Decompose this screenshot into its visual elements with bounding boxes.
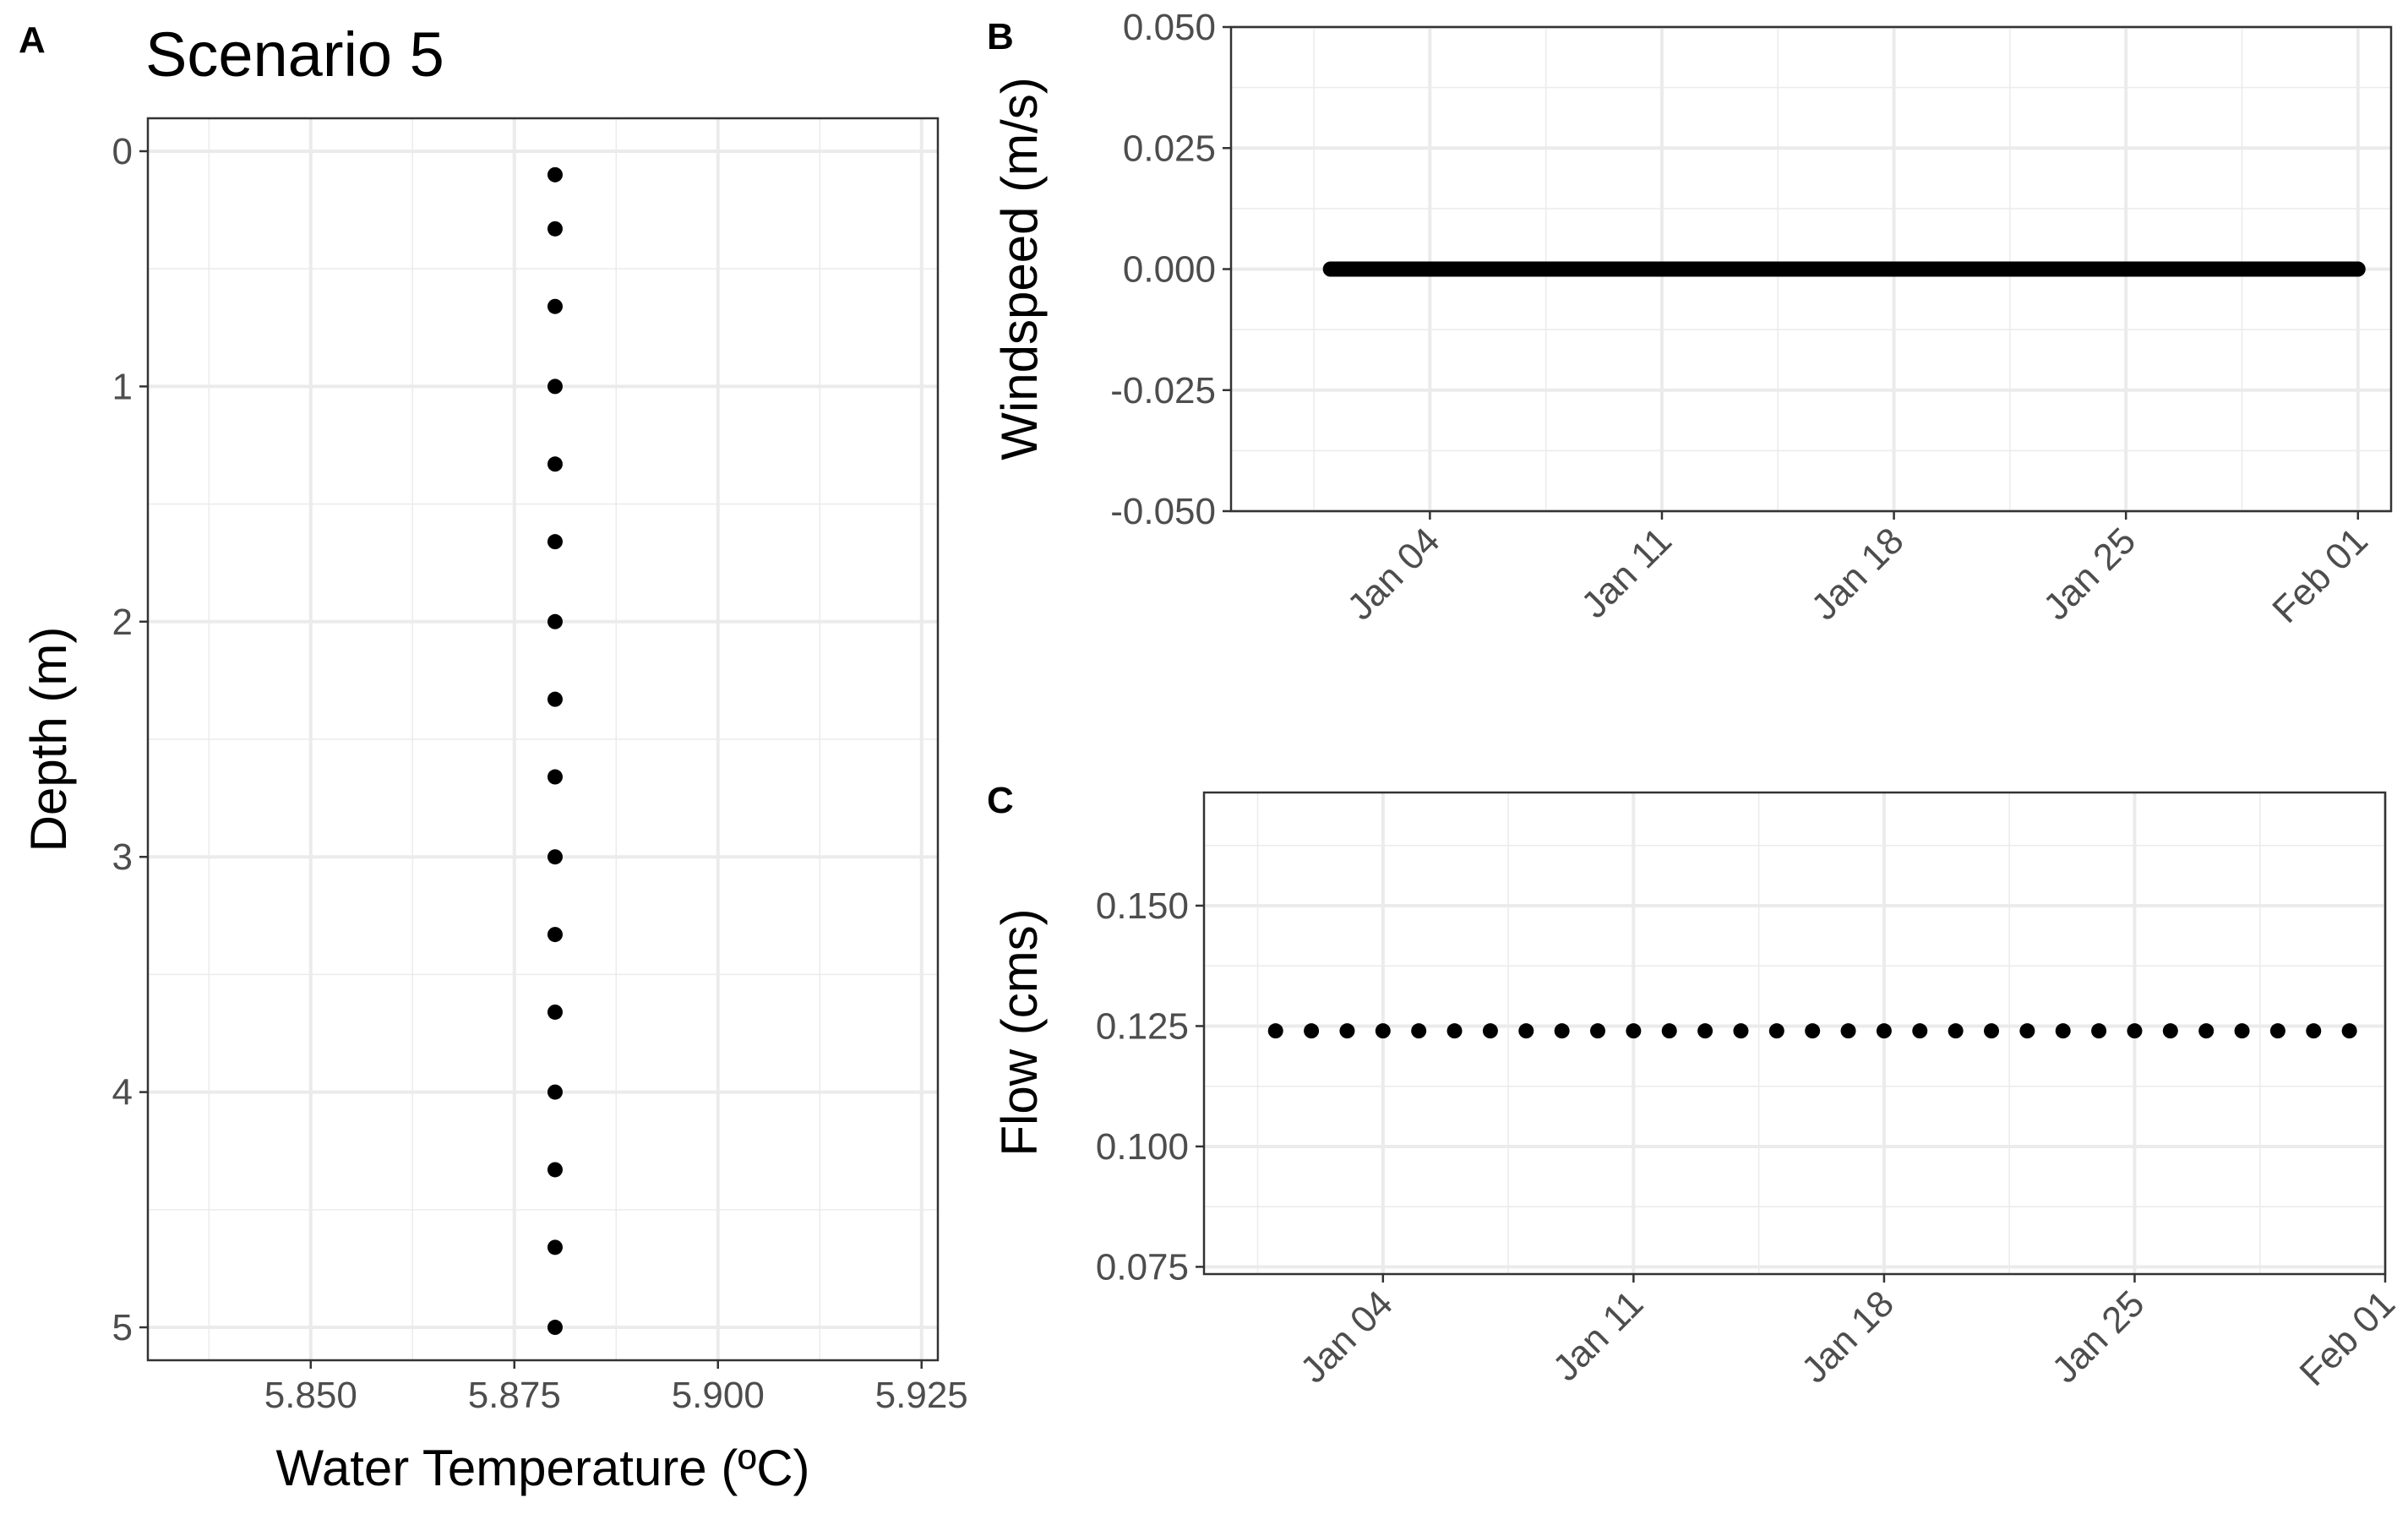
panel-a-ticks: 5.850 5.875 5.900 5.925 0 1 2 3 4 5 bbox=[112, 131, 968, 1416]
data-point bbox=[2198, 1023, 2215, 1039]
y-tick-label: 0.075 bbox=[1096, 1246, 1189, 1288]
data-point bbox=[547, 849, 563, 865]
data-point bbox=[1339, 1023, 1355, 1039]
panel-a-y-label: Depth (m) bbox=[20, 627, 77, 852]
y-tick-label: 0 bbox=[112, 131, 133, 172]
y-tick-label: 0.025 bbox=[1123, 128, 1216, 169]
y-tick-label: 5 bbox=[112, 1307, 133, 1348]
data-point bbox=[547, 298, 563, 314]
data-point bbox=[547, 769, 563, 785]
data-point bbox=[2162, 1023, 2178, 1039]
y-tick-label: 0.100 bbox=[1096, 1126, 1189, 1168]
x-tick-label: 5.850 bbox=[264, 1375, 357, 1416]
data-point bbox=[2350, 261, 2366, 277]
data-point bbox=[1590, 1023, 1605, 1039]
data-point bbox=[547, 613, 563, 629]
data-point bbox=[547, 1320, 563, 1336]
panel-c-y-label: Flow (cms) bbox=[991, 908, 1048, 1156]
y-tick-label: 0.000 bbox=[1123, 249, 1216, 291]
data-point bbox=[547, 1239, 563, 1255]
data-point bbox=[2055, 1023, 2071, 1039]
data-point bbox=[1482, 1023, 1498, 1039]
x-tick-label: 5.875 bbox=[468, 1375, 561, 1416]
data-point bbox=[547, 1084, 563, 1100]
panel-b-y-label: Windspeed (m/s) bbox=[991, 77, 1048, 460]
panel-a: A Scenario 5 5.850 5.875 5.900 5.925012345 … bbox=[19, 19, 968, 1496]
y-tick-label: -0.025 bbox=[1110, 370, 1216, 411]
x-tick-label: 5.900 bbox=[672, 1375, 765, 1416]
panel-b-tag: B bbox=[987, 16, 1014, 57]
panel-c-points bbox=[1267, 1023, 2357, 1039]
y-tick-label: -0.050 bbox=[1110, 491, 1216, 532]
data-point bbox=[1805, 1023, 1821, 1039]
data-point bbox=[1446, 1023, 1463, 1039]
panel-c-frame bbox=[1202, 791, 2387, 1276]
y-tick-label: 0.050 bbox=[1123, 7, 1216, 48]
y-tick-label: 4 bbox=[112, 1072, 133, 1114]
data-point bbox=[1411, 1023, 1427, 1039]
data-point bbox=[1554, 1023, 1570, 1039]
data-point bbox=[1912, 1023, 1928, 1039]
data-point bbox=[1626, 1023, 1642, 1039]
y-tick-label: 0.125 bbox=[1096, 1005, 1189, 1047]
panel-b: B Jan 04 Jan 11 Jan 18 Jan 25 Feb 010.0500.0… bbox=[987, 7, 2393, 631]
data-point bbox=[547, 534, 563, 550]
data-point bbox=[547, 166, 563, 182]
data-point bbox=[1661, 1023, 1677, 1039]
data-point bbox=[547, 221, 563, 237]
panel-a-tag: A bbox=[19, 19, 46, 61]
data-point bbox=[2341, 1023, 2357, 1039]
data-point bbox=[547, 691, 563, 707]
y-tick-label: 0.150 bbox=[1096, 885, 1189, 927]
data-point bbox=[2306, 1023, 2322, 1039]
panel-c-grid bbox=[1204, 792, 2387, 1274]
data-point bbox=[1267, 1023, 1283, 1039]
data-point bbox=[547, 379, 563, 395]
data-point bbox=[1840, 1023, 1856, 1039]
panel-a-title: Scenario 5 bbox=[145, 19, 444, 90]
x-tick-label: 5.925 bbox=[875, 1375, 968, 1416]
data-point bbox=[1304, 1023, 1320, 1039]
y-tick-label: 3 bbox=[112, 836, 133, 878]
data-point bbox=[1697, 1023, 1713, 1039]
data-point bbox=[2269, 1023, 2285, 1039]
panel-a-points bbox=[547, 166, 563, 1336]
data-point bbox=[547, 456, 563, 472]
data-point bbox=[2127, 1023, 2143, 1039]
data-point bbox=[1375, 1023, 1391, 1039]
data-point bbox=[547, 927, 563, 943]
panel-c-tag: C bbox=[987, 780, 1014, 821]
data-point bbox=[1876, 1023, 1892, 1039]
data-point bbox=[1733, 1023, 1749, 1039]
data-point bbox=[547, 1004, 563, 1020]
data-point bbox=[2019, 1023, 2035, 1039]
data-point bbox=[1984, 1023, 1999, 1039]
panel-a-frame bbox=[146, 117, 940, 1362]
data-point bbox=[1768, 1023, 1784, 1039]
panel-a-x-label: Water Temperature (ºC) bbox=[275, 1440, 809, 1496]
y-tick-label: 1 bbox=[112, 366, 133, 407]
data-point bbox=[1948, 1023, 1964, 1039]
data-point bbox=[2091, 1023, 2107, 1039]
panel-a-grid bbox=[148, 118, 938, 1360]
panel-b-points bbox=[1322, 261, 2366, 277]
data-point bbox=[547, 1162, 563, 1178]
data-point bbox=[1518, 1023, 1534, 1039]
data-point bbox=[2234, 1023, 2250, 1039]
y-tick-label: 2 bbox=[112, 602, 133, 643]
